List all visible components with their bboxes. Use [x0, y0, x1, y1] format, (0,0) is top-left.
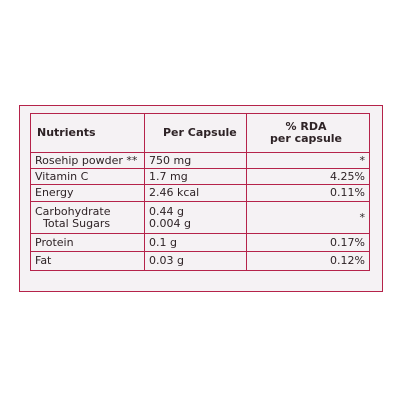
table-row: Rosehip powder ** 750 mg *: [30, 152, 370, 169]
nutrient-name: Vitamin C: [30, 168, 145, 185]
nutrient-rda: *: [246, 152, 370, 169]
header-nutrients: Nutrients: [30, 113, 145, 153]
table-row: Vitamin C 1.7 mg 4.25%: [30, 168, 370, 185]
table-header-row: Nutrients Per Capsule % RDA per capsule: [30, 113, 370, 153]
table-row: Energy 2.46 kcal 0.11%: [30, 184, 370, 202]
nutrient-value-group: 0.44 g 0.004 g: [144, 201, 247, 234]
nutrient-sub-value: 0.004 g: [149, 216, 191, 230]
nutrient-value: 2.46 kcal: [144, 184, 247, 202]
nutrient-name: Protein: [30, 233, 145, 252]
nutrient-value: 0.03 g: [144, 251, 247, 271]
nutrient-rda: 4.25%: [246, 168, 370, 185]
nutrient-rda: 0.12%: [246, 251, 370, 271]
nutrient-value: 0.44 g: [149, 204, 184, 218]
nutrient-rda: *: [246, 201, 370, 234]
nutrient-name: Energy: [30, 184, 145, 202]
nutrient-value: 0.1 g: [144, 233, 247, 252]
table-row: Fat 0.03 g 0.12%: [30, 251, 370, 271]
nutrition-table: Nutrients Per Capsule % RDA per capsule …: [30, 113, 370, 271]
nutrient-value: 1.7 mg: [144, 168, 247, 185]
nutrient-rda: 0.11%: [246, 184, 370, 202]
header-rda-line2: per capsule: [269, 132, 342, 145]
nutrient-sub-name: Total Sugars: [43, 216, 111, 230]
header-rda: % RDA per capsule: [246, 113, 370, 153]
table-row: Carbohydrate Total Sugars 0.44 g 0.004 g…: [30, 201, 370, 234]
nutrient-name: Fat: [30, 251, 145, 271]
nutrient-name: Carbohydrate: [35, 204, 111, 218]
table-row: Protein 0.1 g 0.17%: [30, 233, 370, 252]
nutrient-rda: 0.17%: [246, 233, 370, 252]
nutrient-name-group: Carbohydrate Total Sugars: [30, 201, 145, 234]
header-per-capsule: Per Capsule: [144, 113, 247, 153]
header-rda-line1: % RDA: [285, 120, 327, 133]
nutrient-name: Rosehip powder **: [30, 152, 145, 169]
nutrient-value: 750 mg: [144, 152, 247, 169]
